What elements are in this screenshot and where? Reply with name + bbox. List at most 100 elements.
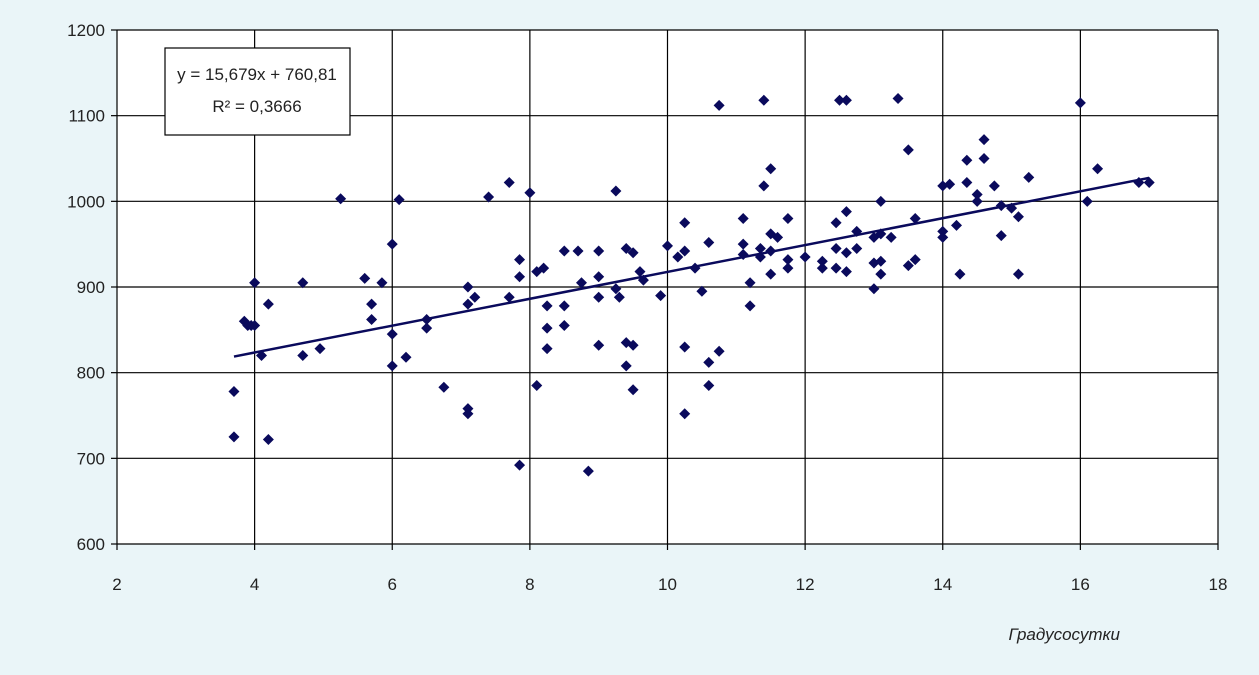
data-point [256, 350, 268, 362]
data-point [359, 272, 371, 284]
data-point [400, 351, 412, 363]
data-point [679, 245, 691, 257]
data-point [593, 271, 605, 283]
data-point [376, 277, 388, 289]
data-point [335, 193, 347, 205]
data-point [531, 380, 543, 392]
data-point [421, 314, 433, 326]
data-point [297, 350, 309, 362]
data-point [782, 254, 794, 266]
data-point [937, 231, 949, 243]
data-point [816, 262, 828, 274]
data-point [610, 283, 622, 295]
data-point [909, 254, 921, 266]
data-point [582, 465, 594, 477]
data-point [772, 231, 784, 243]
data-point [558, 245, 570, 257]
x-tick-label: 6 [388, 575, 397, 594]
data-point [988, 180, 1000, 192]
data-point [469, 291, 481, 303]
data-point [951, 219, 963, 231]
data-point [386, 238, 398, 250]
data-point [262, 298, 274, 310]
data-point [620, 360, 632, 372]
data-point [754, 242, 766, 254]
data-point [541, 300, 553, 312]
data-point [249, 320, 261, 332]
y-tick-label: 900 [77, 278, 105, 297]
data-point [514, 271, 526, 283]
data-point [961, 154, 973, 166]
y-tick-label: 800 [77, 364, 105, 383]
data-point [754, 251, 766, 263]
data-point [902, 144, 914, 156]
data-point [462, 298, 474, 310]
data-point [655, 290, 667, 302]
data-point [1006, 202, 1018, 214]
y-tick-label: 600 [77, 535, 105, 554]
data-point [840, 266, 852, 278]
data-point [737, 212, 749, 224]
data-point [558, 320, 570, 332]
data-point [297, 277, 309, 289]
data-point [634, 266, 646, 278]
data-point [662, 240, 673, 252]
data-point [765, 163, 777, 175]
data-point [713, 99, 725, 111]
data-point [944, 178, 956, 190]
data-point [765, 268, 777, 280]
data-point [613, 291, 625, 303]
data-point [840, 247, 852, 259]
x-tick-labels: 2 4 6 8 10 12 14 16 18 [112, 575, 1227, 594]
data-point [840, 206, 852, 218]
data-point [541, 322, 553, 334]
data-point [514, 254, 526, 266]
data-point [840, 94, 852, 106]
data-point [262, 433, 274, 445]
data-point [744, 277, 756, 289]
x-tick-label: 2 [112, 575, 121, 594]
data-point [627, 339, 639, 351]
data-point [713, 345, 725, 357]
data-point [782, 262, 794, 274]
data-point [1023, 171, 1035, 183]
data-point [462, 408, 474, 420]
data-point [679, 341, 691, 353]
data-point [782, 212, 794, 224]
data-point [961, 176, 973, 188]
data-point [978, 134, 990, 146]
data-point [503, 176, 515, 188]
data-point [875, 195, 887, 207]
data-point [538, 262, 550, 274]
data-point [830, 262, 842, 274]
data-point [868, 283, 880, 295]
data-points [228, 93, 1155, 477]
data-point [909, 212, 921, 224]
y-tick-label: 1200 [67, 21, 105, 40]
x-tick-label: 10 [658, 575, 677, 594]
data-point [885, 231, 897, 243]
y-tick-label: 1000 [67, 192, 105, 211]
data-point [1133, 176, 1145, 188]
data-point [228, 431, 240, 443]
data-point [1012, 211, 1024, 223]
data-point [575, 277, 587, 289]
data-point [483, 191, 495, 203]
data-point [834, 94, 846, 106]
x-tick-label: 12 [796, 575, 815, 594]
data-point [1012, 268, 1024, 280]
data-point [971, 195, 983, 207]
data-point [851, 242, 863, 254]
data-point [995, 230, 1007, 242]
x-axis-label: Градусосутки [1008, 625, 1120, 644]
trendline-r2: R² = 0,3666 [212, 97, 301, 116]
data-point [954, 268, 966, 280]
data-point [971, 188, 983, 200]
data-point [572, 245, 584, 257]
data-point [249, 277, 261, 289]
data-point [524, 187, 536, 199]
data-point [703, 380, 715, 392]
data-point [541, 343, 553, 355]
data-point [627, 247, 639, 259]
